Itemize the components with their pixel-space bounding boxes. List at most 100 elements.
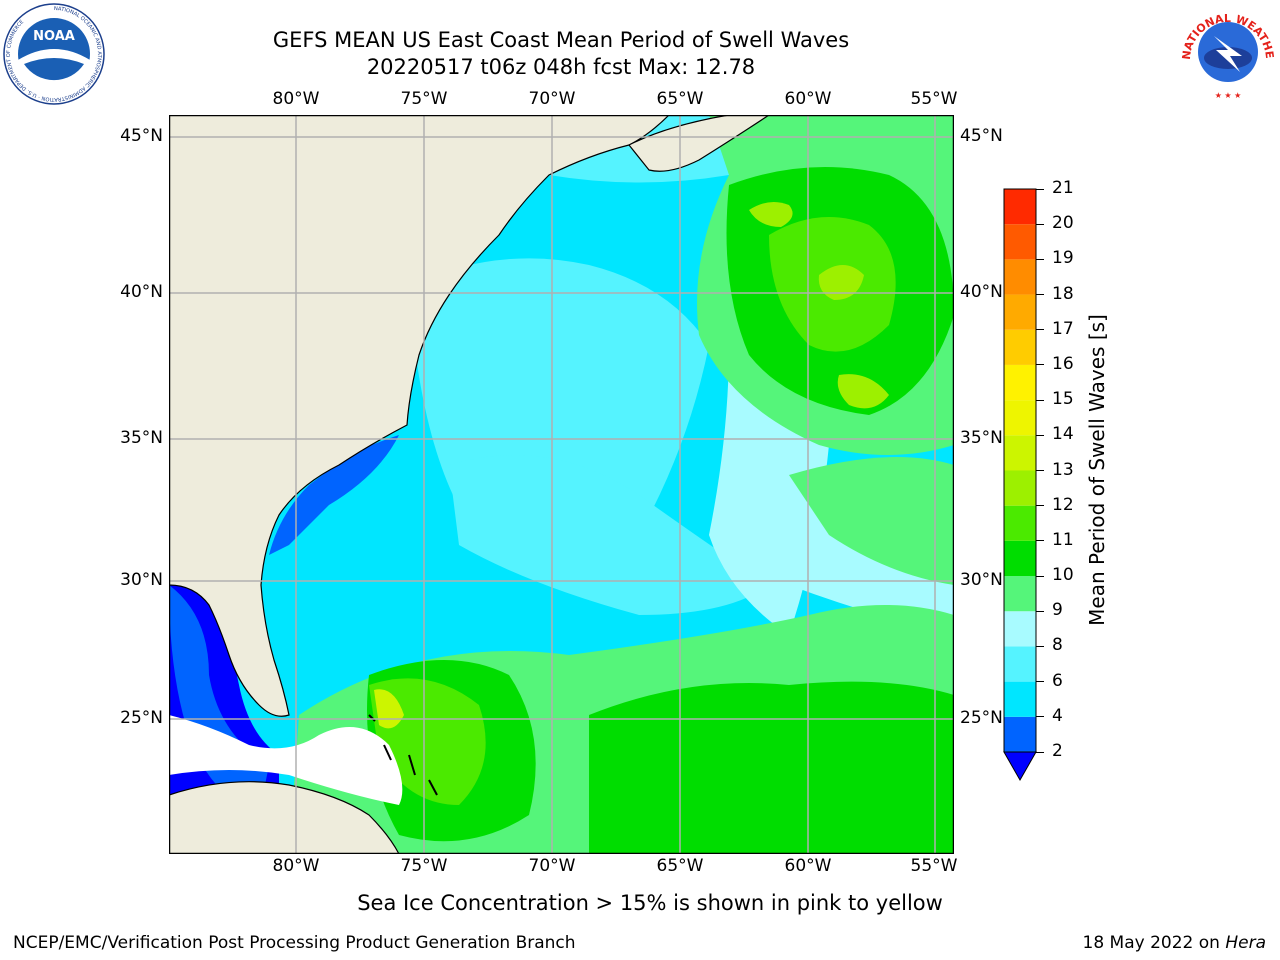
lon-label-bottom: 70°W	[528, 856, 576, 876]
colorbar-tick-label: 10	[1052, 565, 1074, 586]
colorbar-swatch	[1004, 294, 1036, 330]
colorbar-tick-mark	[1036, 716, 1044, 718]
colorbar-swatch	[1004, 646, 1036, 682]
swell-zone-2-4	[269, 435, 399, 555]
colorbar-tick-label: 17	[1052, 318, 1074, 339]
colorbar-swatch	[1004, 259, 1036, 295]
lat-label-right: 30°N	[960, 570, 1003, 590]
land-bahamas	[368, 714, 438, 796]
lon-label-top: 75°W	[400, 89, 448, 109]
svg-text:★ ★ ★: ★ ★ ★	[1215, 91, 1242, 100]
colorbar-swatch	[1004, 364, 1036, 401]
lat-label-left: 45°N	[120, 126, 163, 146]
lat-label-right: 35°N	[960, 428, 1003, 448]
lon-label-top: 80°W	[272, 89, 320, 109]
swell-zone-12-13	[818, 265, 864, 300]
colorbar-tick-mark	[1036, 258, 1044, 260]
colorbar-tick-label: 8	[1052, 635, 1063, 656]
colorbar-swatch	[1004, 611, 1036, 647]
colorbar-tick-label: 19	[1052, 248, 1074, 269]
colorbar-tick-mark	[1036, 645, 1044, 647]
lon-label-top: 70°W	[528, 89, 576, 109]
swell-zone-6-8	[449, 455, 769, 615]
colorbar-tick-mark	[1036, 575, 1044, 577]
lat-label-right: 45°N	[960, 126, 1003, 146]
nws-logo: NATIONAL WEATHER SERVICE ★ ★ ★	[1176, 2, 1276, 102]
colorbar-tick-mark	[1036, 399, 1044, 401]
lat-label-left: 25°N	[120, 708, 163, 728]
swell-period-map	[169, 115, 954, 854]
noaa-logo: NOAA NATIONAL OCEANIC AND ATMOSPHERIC AD…	[3, 3, 105, 105]
colorbar-tick-label: 4	[1052, 705, 1063, 726]
colorbar-swatch	[1004, 329, 1036, 365]
colorbar-tick-label: 15	[1052, 389, 1074, 410]
colorbar-under-triangle	[1003, 751, 1037, 782]
lat-label-right: 25°N	[960, 708, 1003, 728]
colorbar-tick-label: 12	[1052, 494, 1074, 515]
colorbar-tick-mark	[1036, 505, 1044, 507]
colorbar-tick-label: 13	[1052, 459, 1074, 480]
map-title-line1: GEFS MEAN US East Coast Mean Period of S…	[272, 28, 850, 52]
colorbar-tick-label: 21	[1052, 178, 1074, 198]
colorbar-swatch	[1004, 435, 1036, 471]
colorbar-swatch	[1004, 189, 1036, 225]
colorbar-swatch	[1004, 681, 1036, 717]
colorbar-tick-mark	[1036, 294, 1044, 296]
colorbar-swatch	[1004, 505, 1036, 541]
colorbar-tick-label: 2	[1052, 741, 1063, 761]
footer-date: 18 May 2022 on Hera	[1083, 933, 1267, 953]
colorbar-tick-mark	[1036, 470, 1044, 471]
colorbar-swatch	[1004, 224, 1036, 260]
lon-label-top: 60°W	[784, 89, 832, 109]
sea-ice-caption: Sea Ice Concentration > 15% is shown in …	[357, 891, 943, 915]
lon-label-bottom: 75°W	[400, 856, 448, 876]
swell-zone-12-13	[837, 374, 889, 409]
lon-label-bottom: 80°W	[272, 856, 320, 876]
colorbar-swatch	[1004, 470, 1036, 506]
colorbar-tick-label: 18	[1052, 283, 1074, 304]
colorbar-tick-mark	[1036, 188, 1044, 190]
lat-label-left: 30°N	[120, 570, 163, 590]
land-cuba	[169, 781, 400, 854]
lat-label-left: 35°N	[120, 428, 163, 448]
lon-label-top: 55°W	[910, 89, 958, 109]
colorbar-tick-mark	[1036, 751, 1044, 753]
colorbar-swatch	[1004, 400, 1036, 436]
colorbar-tick-mark	[1036, 223, 1044, 225]
lon-label-bottom: 60°W	[784, 856, 832, 876]
colorbar	[1003, 188, 1037, 782]
colorbar-tick-label: 16	[1052, 353, 1074, 374]
colorbar-tick-mark	[1036, 434, 1044, 436]
colorbar-tick-label: 9	[1052, 600, 1063, 621]
colorbar-tick-label: 11	[1052, 529, 1074, 550]
lat-label-left: 40°N	[120, 282, 163, 302]
colorbar-label: Mean Period of Swell Waves [s]	[1085, 314, 1109, 626]
colorbar-tick-mark	[1036, 681, 1044, 683]
sea-ice-mask	[169, 715, 403, 805]
lon-label-bottom: 55°W	[910, 856, 958, 876]
lat-label-right: 40°N	[960, 282, 1003, 302]
footer-credit: NCEP/EMC/Verification Post Processing Pr…	[13, 933, 576, 953]
lon-label-top: 65°W	[656, 89, 704, 109]
colorbar-tick-label: 6	[1052, 670, 1063, 691]
colorbar-tick-label: 14	[1052, 424, 1074, 445]
map-title-line2: 20220517 t06z 048h fcst Max: 12.78	[366, 55, 756, 79]
colorbar-tick-mark	[1036, 329, 1044, 331]
land-nova-scotia	[628, 115, 771, 172]
lon-label-bottom: 65°W	[656, 856, 704, 876]
colorbar-swatch	[1004, 540, 1036, 577]
colorbar-swatch	[1004, 576, 1036, 612]
noaa-logo-text: NOAA	[33, 29, 75, 44]
colorbar-swatch	[1004, 716, 1036, 752]
footer-date-text: 18 May 2022 on	[1082, 933, 1226, 953]
swell-zone-12-13	[749, 201, 793, 227]
footer-machine: Hera	[1225, 933, 1266, 953]
swell-zone-10-11	[589, 681, 954, 854]
colorbar-tick-label: 20	[1052, 213, 1074, 234]
swell-zone-9-10	[789, 457, 954, 585]
colorbar-tick-mark	[1036, 364, 1044, 366]
colorbar-tick-mark	[1036, 540, 1044, 542]
graticule	[169, 115, 954, 854]
land-north-america	[169, 115, 670, 717]
colorbar-tick-mark	[1036, 610, 1044, 612]
